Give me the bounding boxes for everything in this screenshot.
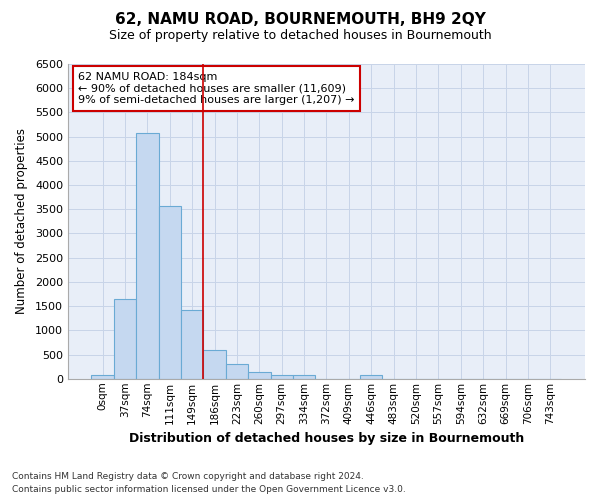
Bar: [203, 350, 226, 379]
Bar: [271, 375, 293, 379]
Bar: [91, 375, 114, 379]
Text: 62, NAMU ROAD, BOURNEMOUTH, BH9 2QY: 62, NAMU ROAD, BOURNEMOUTH, BH9 2QY: [115, 12, 485, 28]
Bar: [181, 310, 203, 379]
Y-axis label: Number of detached properties: Number of detached properties: [15, 128, 28, 314]
Text: Size of property relative to detached houses in Bournemouth: Size of property relative to detached ho…: [109, 29, 491, 42]
Text: 62 NAMU ROAD: 184sqm
← 90% of detached houses are smaller (11,609)
9% of semi-de: 62 NAMU ROAD: 184sqm ← 90% of detached h…: [78, 72, 355, 105]
Text: Contains public sector information licensed under the Open Government Licence v3: Contains public sector information licen…: [12, 484, 406, 494]
Text: Contains HM Land Registry data © Crown copyright and database right 2024.: Contains HM Land Registry data © Crown c…: [12, 472, 364, 481]
Bar: [360, 375, 382, 379]
Bar: [136, 133, 158, 379]
Bar: [114, 299, 136, 379]
Bar: [158, 206, 181, 379]
Bar: [248, 372, 271, 379]
Bar: [226, 364, 248, 379]
X-axis label: Distribution of detached houses by size in Bournemouth: Distribution of detached houses by size …: [129, 432, 524, 445]
Bar: [293, 375, 315, 379]
